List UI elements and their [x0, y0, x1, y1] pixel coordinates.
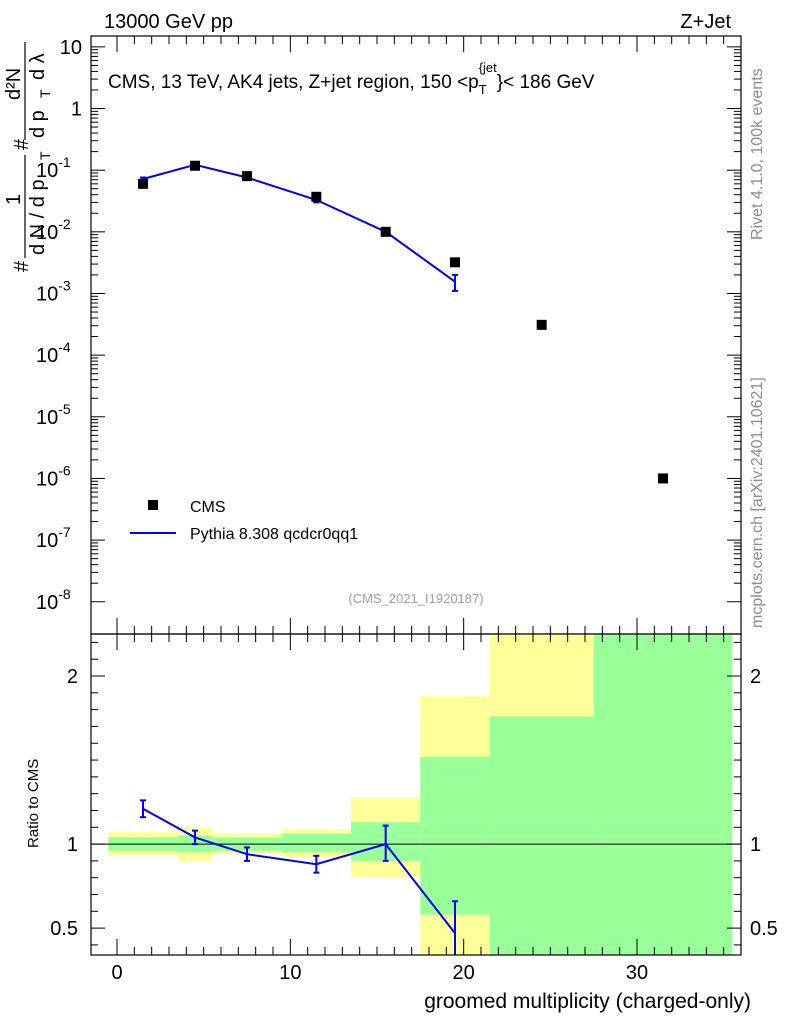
main-plot-frame: [90, 35, 742, 635]
ratio-plot-frame: [90, 633, 742, 956]
band-inner-5: [420, 756, 490, 915]
pythia-line: [142, 163, 456, 283]
ratio-uncertainty-bands: [108, 634, 733, 955]
xtick-label-0: 0: [111, 962, 122, 984]
ratio-plot-panel: 0.5 0.51 12 20 10 20 30 Ratio to CMS groomed m…: [25, 633, 778, 1013]
band-inner-7: [593, 634, 733, 955]
legend-marker-cms: [148, 500, 158, 510]
ytick-label-7: 10-1: [36, 154, 71, 182]
legend-label-cms: CMS: [190, 499, 226, 516]
analysis-watermark: (CMS_2021_I1920187): [348, 591, 483, 606]
xtick-label-2: 20: [453, 962, 475, 984]
header-right-label: Z+Jet: [680, 11, 731, 33]
band-inner-6: [489, 716, 594, 955]
ratio-plot-ylabel: Ratio to CMS: [25, 759, 42, 848]
title-tail: }< 186 GeV: [497, 72, 595, 93]
xtick-label-3: 30: [626, 962, 648, 984]
legend-label-pythia: Pythia 8.308 qcdcr0qq1: [190, 526, 358, 543]
ytick-label-2: 10-6: [36, 462, 71, 490]
ytick-label-1: 10-7: [36, 524, 71, 552]
main-plot-title: CMS, 13 TeV, AK4 jets, Z+jet region, 150…: [108, 60, 595, 97]
cms-point-3: [311, 191, 322, 202]
title-sup: {jet: [479, 60, 497, 75]
cms-point-6: [536, 319, 547, 330]
xtick-label-1: 10: [279, 962, 301, 984]
ytick-label-9: 10: [60, 37, 82, 59]
cms-point-2: [242, 171, 252, 182]
ratio-ytick-label-left-2: 2: [67, 666, 78, 688]
cms-point-5: [450, 257, 460, 268]
ratio-ytick-label-left-1: 1: [67, 834, 78, 856]
cms-point-7: [658, 473, 668, 484]
mcplots-label: mcplots.cern.ch [arXiv:2401.10621]: [749, 377, 766, 628]
ylabel-hash-1: #: [11, 260, 33, 272]
main-plot-xticks: [116, 36, 725, 634]
ylabel-denominator-T: T: [37, 151, 53, 160]
header-left-label: 13000 GeV pp: [104, 11, 233, 33]
ytick-label-8: 1: [71, 99, 82, 121]
cms-point-1: [190, 160, 200, 171]
ylabel-numerator-d2N: d²N: [3, 68, 25, 100]
ylabel-denominator-T2: T: [37, 89, 53, 98]
legend: CMS Pythia 8.308 qcdcr0qq1: [130, 499, 358, 543]
ratio-ytick-label-right-1: 1: [750, 834, 761, 856]
cms-point-0: [138, 178, 148, 189]
ylabel-numerator-one: 1: [3, 194, 25, 205]
ytick-label-4: 10-4: [36, 339, 71, 367]
main-plot-panel: 10-8 10-7 10-6 10-5 10-4 10-3 10-2 10-1 1 10 CMS,…: [3, 35, 742, 635]
main-plot-data: [138, 160, 668, 484]
rivet-version-label: Rivet 4.1.0, 100k events: [749, 68, 766, 240]
band-inner-3: [281, 833, 351, 853]
ylabel-denominator-dN: d N / d p: [27, 179, 49, 255]
title-sub: T: [479, 82, 487, 97]
ytick-label-0: 10-8: [36, 586, 71, 614]
ylabel-denominator-dl: d λ: [27, 53, 49, 80]
ytick-label-6: 10-2: [36, 216, 71, 244]
ratio-ytick-label-right-0: 0.5: [750, 918, 778, 940]
main-plot-yticks: 10-8 10-7 10-6 10-5 10-4 10-3 10-2 10-1 1 10: [36, 37, 741, 614]
ytick-label-3: 10-5: [36, 401, 71, 429]
main-plot-ylabel: # 1 d N / d p T # d²N d p T d λ: [3, 42, 53, 272]
ratio-plot-ticks: 0.5 0.51 12 20 10 20 30: [50, 634, 778, 984]
ratio-ytick-label-left-0: 0.5: [50, 918, 78, 940]
ratio-plot-data: [140, 799, 458, 955]
title-main: CMS, 13 TeV, AK4 jets, Z+jet region, 150…: [108, 72, 479, 93]
ylabel-hash-2: #: [11, 138, 33, 150]
ylabel-denominator-dp: d p: [27, 110, 49, 138]
ratio-line: [142, 807, 456, 934]
xaxis-label: groomed multiplicity (charged-only): [424, 990, 751, 1013]
cms-point-4: [380, 226, 391, 237]
ratio-ytick-label-right-2: 2: [750, 666, 761, 688]
ytick-label-5: 10-3: [36, 277, 71, 305]
